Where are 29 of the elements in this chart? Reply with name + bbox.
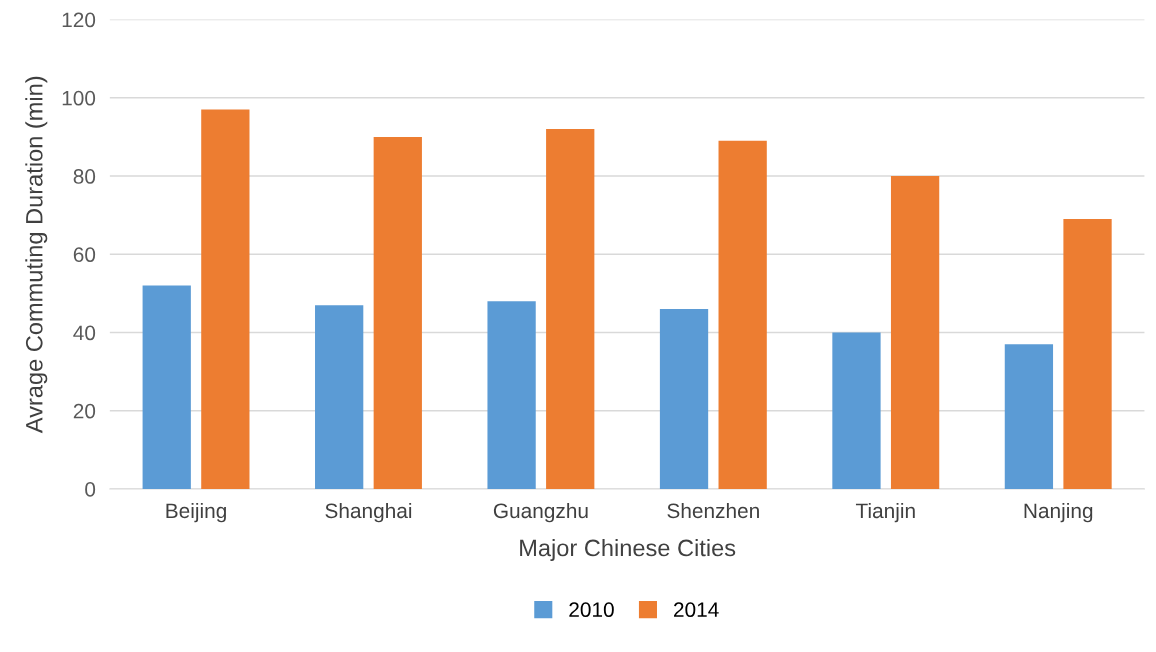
bar [315,305,364,489]
bar [890,176,940,489]
x-axis-title: Major Chinese Cities [520,538,736,561]
x-tick-label: Tianjin [855,502,915,523]
bar [1063,219,1112,489]
bar [1004,344,1054,489]
y-tick-label: 0 [85,482,96,497]
legend-label: 2010 [569,602,614,618]
bar [832,332,881,489]
bar [487,301,536,489]
legend-label: 2014 [674,602,719,618]
y-tick-label: 20 [73,403,96,419]
y-axis-title: Avrage Commuting Duration (min) [25,76,48,434]
y-tick-label: 120 [62,12,96,28]
bar [659,309,709,489]
bar [718,140,767,489]
bar [546,129,595,489]
x-tick-label: Shanghai [325,502,412,523]
y-tick-label: 40 [73,325,96,341]
bar [142,285,191,489]
x-tick-label: Nanjing [1024,502,1093,523]
x-tick-label: Guangzhu [493,502,588,523]
x-tick-label: Shenzhen [667,502,759,519]
bar [201,109,250,489]
y-tick-label: 100 [62,90,96,106]
y-tick-label: 60 [73,247,96,263]
bar [373,136,422,489]
y-tick-label: 80 [73,169,96,184]
x-tick-label: Beijing [166,502,226,523]
